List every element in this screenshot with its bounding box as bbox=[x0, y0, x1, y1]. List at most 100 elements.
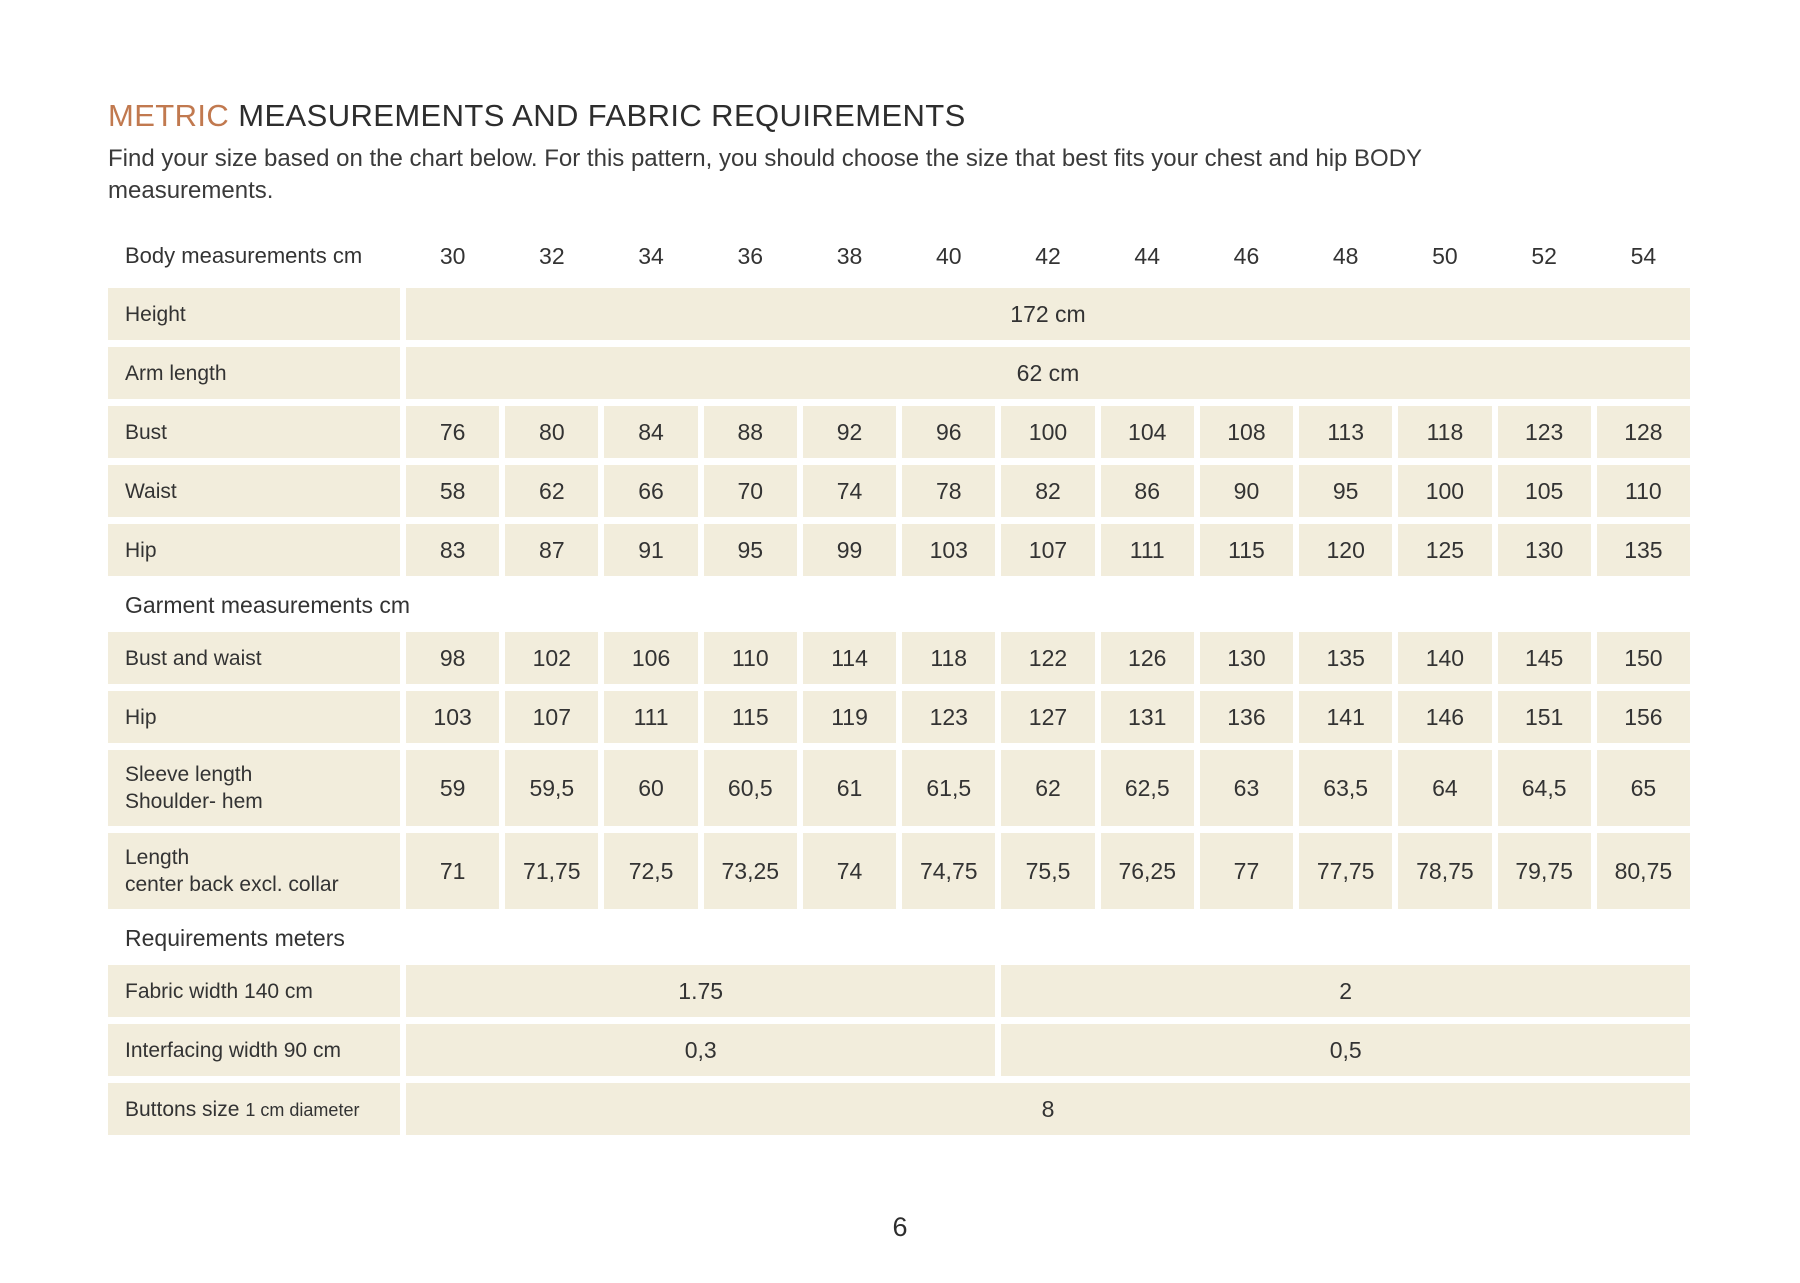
table-header-row: Body measurements cm 30 32 34 36 38 40 42 44 46 48… bbox=[108, 236, 1690, 276]
value-cell: 74 bbox=[802, 465, 897, 518]
row-span-value: 172 cm bbox=[406, 288, 1690, 341]
value-cell: 125 bbox=[1398, 524, 1492, 577]
size-column-header: 38 bbox=[836, 242, 863, 269]
value-cell: 119 bbox=[802, 691, 897, 744]
row-label: Hip bbox=[108, 691, 400, 744]
value-cell: 63 bbox=[1199, 750, 1294, 827]
value-cell: 60,5 bbox=[703, 750, 797, 827]
value-cell: 123 bbox=[902, 691, 996, 744]
value-cell: 114 bbox=[802, 632, 897, 685]
value-cell: 111 bbox=[604, 691, 698, 744]
value-cell: 130 bbox=[1497, 524, 1591, 577]
table-row: Bust and waist 98 102 106 110 114 118 122 126 130… bbox=[108, 632, 1690, 685]
row-label-line: Hip bbox=[125, 538, 157, 562]
table-row: Sleeve length Shoulder- hem 59 59,5 60 60,5 61… bbox=[108, 750, 1690, 827]
value-cell: 58 bbox=[406, 465, 500, 518]
value-cell: 78 bbox=[902, 465, 996, 518]
row-label: Arm length bbox=[108, 347, 400, 400]
value-cell: 106 bbox=[604, 632, 698, 685]
value-cell: 80 bbox=[505, 406, 599, 459]
value-cell: 73,25 bbox=[703, 833, 797, 910]
table-row: Arm length 62 cm bbox=[108, 347, 1690, 400]
section-header-row: Requirements meters bbox=[108, 925, 1690, 952]
row-label-line: Fabric width 140 cm bbox=[125, 979, 313, 1003]
value-cell: 76,25 bbox=[1100, 833, 1194, 910]
value-cell: 88 bbox=[703, 406, 797, 459]
table-row: Bust 76 80 84 88 92 96 100 104 108 113 118 123 128 bbox=[108, 406, 1690, 459]
page-title: METRIC MEASUREMENTS AND FABRIC REQUIREMEN… bbox=[108, 98, 1690, 134]
value-cell: 90 bbox=[1199, 465, 1294, 518]
value-cell: 62,5 bbox=[1100, 750, 1194, 827]
size-column-header: 52 bbox=[1531, 242, 1557, 269]
value-cell: 77,75 bbox=[1299, 833, 1393, 910]
value-cell: 96 bbox=[902, 406, 996, 459]
value-cell: 60 bbox=[604, 750, 698, 827]
row-label-line: Hip bbox=[125, 705, 157, 729]
row-span-value: 8 bbox=[406, 1083, 1690, 1136]
value-cell: 64 bbox=[1398, 750, 1492, 827]
value-cell: 100 bbox=[1001, 406, 1095, 459]
value-cell: 65 bbox=[1596, 750, 1690, 827]
value-cell: 105 bbox=[1497, 465, 1591, 518]
row-label-line: Bust and waist bbox=[125, 646, 262, 670]
page-number: 6 bbox=[892, 1212, 908, 1242]
value-cell: 122 bbox=[1001, 632, 1095, 685]
value-cell: 59 bbox=[406, 750, 500, 827]
value-cell: 64,5 bbox=[1497, 750, 1591, 827]
row-split-value-left: 1.75 bbox=[406, 965, 996, 1018]
row-split-value-left: 0,3 bbox=[406, 1024, 996, 1077]
size-column-header: 34 bbox=[638, 242, 664, 269]
size-column-header: 40 bbox=[935, 242, 962, 269]
row-label: Length center back excl. collar bbox=[108, 833, 400, 910]
row-label: Height bbox=[108, 288, 400, 341]
row-label-line: Waist bbox=[125, 479, 177, 503]
value-cell: 108 bbox=[1199, 406, 1294, 459]
table-row: Interfacing width 90 cm 0,3 0,5 bbox=[108, 1024, 1690, 1077]
value-cell: 78,75 bbox=[1398, 833, 1492, 910]
row-label-line: Shoulder- hem bbox=[125, 790, 263, 814]
value-cell: 110 bbox=[1596, 465, 1690, 518]
value-cell: 59,5 bbox=[505, 750, 599, 827]
value-cell: 75,5 bbox=[1001, 833, 1095, 910]
row-label-line: Bust bbox=[125, 420, 168, 444]
row-label: Sleeve length Shoulder- hem bbox=[108, 750, 400, 827]
value-cell: 86 bbox=[1100, 465, 1194, 518]
value-cell: 87 bbox=[505, 524, 599, 577]
value-cell: 151 bbox=[1497, 691, 1591, 744]
value-cell: 113 bbox=[1299, 406, 1393, 459]
value-cell: 99 bbox=[802, 524, 897, 577]
value-cell: 123 bbox=[1497, 406, 1591, 459]
value-cell: 111 bbox=[1100, 524, 1194, 577]
value-cell: 110 bbox=[703, 632, 797, 685]
table-row: Height 172 cm bbox=[108, 288, 1690, 341]
value-cell: 74,75 bbox=[902, 833, 996, 910]
value-cell: 95 bbox=[703, 524, 797, 577]
value-cell: 79,75 bbox=[1497, 833, 1591, 910]
row-label: Waist bbox=[108, 465, 400, 518]
size-column-header: 54 bbox=[1630, 242, 1657, 269]
value-cell: 62 bbox=[505, 465, 599, 518]
value-cell: 71,75 bbox=[505, 833, 599, 910]
value-cell: 92 bbox=[802, 406, 897, 459]
value-cell: 107 bbox=[505, 691, 599, 744]
value-cell: 128 bbox=[1596, 406, 1690, 459]
value-cell: 130 bbox=[1199, 632, 1294, 685]
row-label: Hip bbox=[108, 524, 400, 577]
value-cell: 74 bbox=[802, 833, 897, 910]
row-label-line: Arm length bbox=[125, 361, 227, 385]
value-cell: 118 bbox=[902, 632, 996, 685]
value-cell: 80,75 bbox=[1596, 833, 1690, 910]
value-cell: 104 bbox=[1100, 406, 1194, 459]
table-header-label: Body measurements cm bbox=[125, 243, 363, 269]
value-cell: 107 bbox=[1001, 524, 1095, 577]
value-cell: 66 bbox=[604, 465, 698, 518]
value-cell: 61 bbox=[802, 750, 897, 827]
table-row: Fabric width 140 cm 1.75 2 bbox=[108, 965, 1690, 1018]
section-header-row: Garment measurements cm bbox=[108, 592, 1690, 619]
value-cell: 141 bbox=[1299, 691, 1393, 744]
row-label-line: Sleeve length bbox=[125, 763, 253, 787]
size-column-header: 42 bbox=[1035, 242, 1061, 269]
size-column-header: 46 bbox=[1233, 242, 1260, 269]
value-cell: 63,5 bbox=[1299, 750, 1393, 827]
value-cell: 150 bbox=[1596, 632, 1690, 685]
